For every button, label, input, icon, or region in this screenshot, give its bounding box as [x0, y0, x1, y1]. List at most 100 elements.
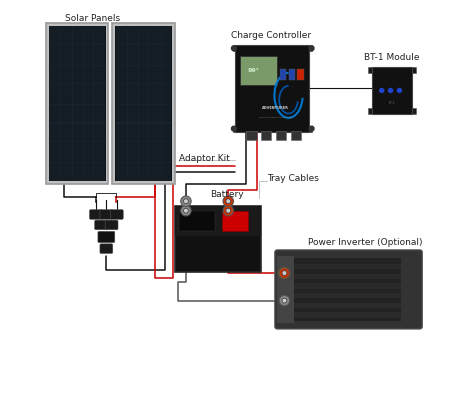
Bar	[235, 46, 310, 132]
Bar	[95, 66, 105, 85]
Bar	[289, 70, 295, 81]
Bar	[233, 126, 311, 132]
Text: Tray Cables: Tray Cables	[267, 174, 319, 183]
FancyBboxPatch shape	[100, 210, 113, 220]
Bar	[150, 163, 160, 181]
Bar	[95, 47, 105, 65]
Bar	[83, 105, 94, 123]
Bar	[161, 105, 172, 123]
Bar	[127, 47, 137, 65]
Bar	[116, 163, 126, 181]
Bar	[294, 313, 401, 318]
Text: 99°: 99°	[247, 68, 259, 73]
Bar	[95, 105, 105, 123]
Bar	[127, 66, 137, 85]
Bar	[72, 66, 82, 85]
Circle shape	[282, 298, 287, 303]
Bar	[49, 66, 60, 85]
Bar	[294, 265, 401, 270]
Bar	[150, 27, 160, 46]
Bar	[49, 163, 60, 181]
Bar	[83, 27, 94, 46]
Bar	[127, 124, 137, 142]
Bar	[95, 143, 105, 162]
Circle shape	[181, 206, 191, 217]
Bar	[246, 132, 256, 140]
Bar	[49, 124, 60, 142]
Bar	[127, 85, 137, 104]
Bar	[150, 124, 160, 142]
Text: BT-1: BT-1	[389, 101, 395, 105]
Bar	[61, 66, 71, 85]
Bar	[161, 85, 172, 104]
FancyBboxPatch shape	[98, 232, 115, 243]
Bar	[49, 143, 60, 162]
Bar	[72, 143, 82, 162]
Bar	[83, 66, 94, 85]
Bar	[83, 143, 94, 162]
Bar	[116, 27, 126, 46]
Circle shape	[223, 206, 234, 217]
Bar	[61, 143, 71, 162]
Bar	[95, 163, 105, 181]
Bar	[49, 27, 106, 182]
Bar	[161, 47, 172, 65]
Bar	[112, 24, 175, 184]
Bar	[150, 85, 160, 104]
Bar	[277, 256, 294, 323]
Bar	[116, 105, 126, 123]
Circle shape	[279, 296, 290, 306]
FancyBboxPatch shape	[105, 221, 118, 230]
Text: ADVENTURER: ADVENTURER	[263, 106, 289, 110]
Circle shape	[309, 127, 314, 132]
Bar	[116, 47, 126, 65]
Bar	[83, 163, 94, 181]
Bar	[233, 46, 311, 52]
Bar	[368, 68, 416, 74]
Bar	[222, 212, 248, 232]
Bar	[61, 105, 71, 123]
Bar	[298, 70, 304, 81]
Bar	[161, 66, 172, 85]
Bar	[175, 207, 261, 273]
Bar	[294, 274, 401, 279]
Circle shape	[223, 196, 234, 207]
Circle shape	[380, 89, 384, 93]
Text: Solar Panels: Solar Panels	[65, 14, 120, 23]
Bar	[116, 124, 126, 142]
Bar	[127, 27, 137, 46]
Circle shape	[389, 89, 392, 93]
Bar	[138, 124, 149, 142]
Bar	[276, 132, 286, 140]
Circle shape	[181, 196, 191, 207]
Text: Adaptor Kit: Adaptor Kit	[179, 154, 229, 163]
Bar	[240, 57, 278, 87]
Bar	[368, 109, 416, 114]
Bar	[138, 105, 149, 123]
Bar	[372, 68, 412, 114]
Bar	[138, 66, 149, 85]
Bar	[116, 66, 126, 85]
Bar	[241, 58, 277, 86]
Bar	[294, 259, 401, 321]
Bar	[83, 85, 94, 104]
FancyBboxPatch shape	[110, 210, 123, 220]
Bar	[138, 143, 149, 162]
Bar	[294, 284, 401, 289]
Bar	[127, 105, 137, 123]
FancyBboxPatch shape	[95, 221, 108, 230]
Bar	[49, 47, 60, 65]
Circle shape	[279, 268, 290, 279]
Circle shape	[309, 47, 314, 52]
Text: BT-1 Module: BT-1 Module	[364, 53, 419, 62]
Bar	[49, 85, 60, 104]
Bar	[138, 163, 149, 181]
Circle shape	[282, 271, 287, 276]
Bar	[127, 143, 137, 162]
Circle shape	[231, 127, 236, 132]
Bar	[150, 66, 160, 85]
Bar	[138, 85, 149, 104]
Bar	[161, 143, 172, 162]
FancyBboxPatch shape	[100, 244, 113, 254]
Text: Battery: Battery	[210, 190, 244, 198]
